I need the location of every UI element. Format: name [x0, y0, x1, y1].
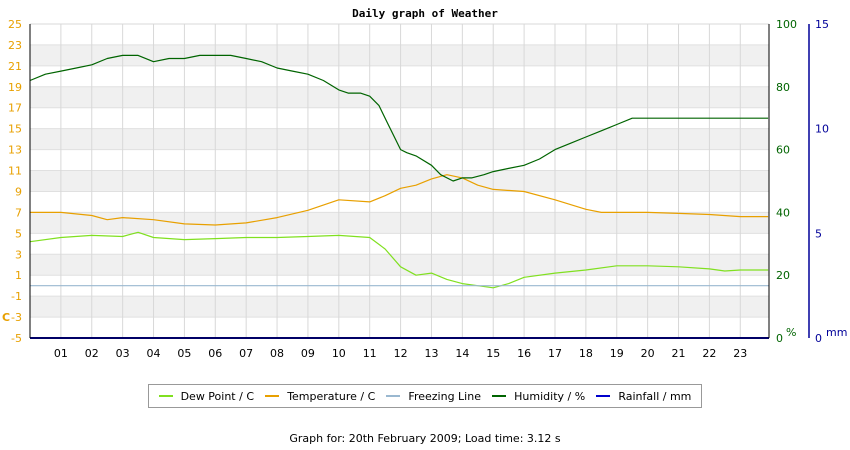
series-line-humidity: [29, 54, 769, 182]
series-line-temperature-c: [30, 174, 769, 226]
x-tick-label: 18: [579, 347, 593, 360]
y-tick-label-left: -1: [11, 290, 22, 303]
x-tick-label: 12: [394, 347, 408, 360]
y-tick-label-humidity: 40: [776, 206, 790, 219]
plot-band: [30, 86, 769, 108]
x-tick-label: 13: [424, 347, 438, 360]
x-tick-label: 15: [486, 347, 500, 360]
y-tick-label-left: 15: [8, 123, 22, 136]
x-tick-label: 04: [147, 347, 161, 360]
y-tick-label-humidity: 0: [776, 332, 783, 345]
weather-chart: Daily graph of Weather 01 02 03 04 05 06 07 08 0…: [2, 7, 847, 360]
y-tick-label-left: 25: [8, 18, 22, 31]
y-tick-label-left: 21: [8, 60, 22, 73]
y-tick-label-humidity: 100: [776, 18, 797, 31]
x-tick-label: 03: [116, 347, 130, 360]
axis-labels: 01 02 03 04 05 06 07 08 09 10 11 12 13 14 15 16 17 18 19 20…: [2, 18, 847, 360]
x-tick-label: 20: [641, 347, 655, 360]
y-tick-label-left: -5: [11, 332, 22, 345]
legend-swatch: [158, 395, 173, 397]
left-axis-unit: C: [2, 311, 10, 324]
footer-info: Graph for: 20th February 2009; Load time…: [289, 432, 561, 445]
legend-swatch: [492, 395, 507, 397]
legend-entry: Freezing Line: [386, 390, 481, 403]
plot-band: [30, 44, 769, 66]
legend-entry: Humidity / %: [492, 390, 585, 403]
y-tick-label-humidity: 60: [776, 144, 790, 157]
legend-label: Dew Point / C: [180, 389, 255, 403]
x-tick-label: 23: [733, 347, 747, 360]
series-line-dew-point-c: [29, 231, 769, 289]
chart-title: Daily graph of Weather: [352, 7, 498, 20]
x-tick-label: 22: [702, 347, 716, 360]
legend-swatch: [596, 395, 611, 397]
humidity-axis-unit: %: [786, 326, 796, 339]
y-tick-label-left: 9: [15, 185, 22, 198]
plot-band: [30, 170, 769, 192]
legend-entry: Temperature / C: [265, 390, 375, 403]
y-tick-label-rainfall: 0: [815, 332, 822, 345]
axes: [29, 24, 810, 339]
x-tick-label: 06: [208, 347, 222, 360]
y-tick-label-left: -3: [11, 311, 22, 324]
plot-band: [30, 212, 769, 234]
y-tick-label-rainfall: 15: [815, 18, 829, 31]
x-tick-label: 01: [54, 347, 68, 360]
x-tick-label: 10: [332, 347, 346, 360]
y-tick-label-humidity: 20: [776, 269, 790, 282]
y-tick-label-left: 1: [15, 269, 22, 282]
x-tick-label: 08: [270, 347, 284, 360]
x-tick-label: 14: [455, 347, 469, 360]
legend: Dew Point / C Temperature / C Freezing Lin…: [148, 384, 702, 408]
x-tick-label: 07: [239, 347, 253, 360]
legend-entry: Dew Point / C: [158, 389, 255, 403]
y-tick-label-left: 23: [8, 39, 22, 52]
plot-bands: [30, 44, 769, 318]
y-tick-label-rainfall: 10: [815, 123, 829, 136]
x-tick-label: 11: [363, 347, 377, 360]
legend-label: Freezing Line: [408, 389, 481, 403]
y-tick-label-left: 11: [8, 165, 22, 178]
legend-swatch: [386, 395, 401, 397]
rainfall-axis-unit: mm: [826, 326, 847, 339]
legend-label: Temperature / C: [287, 389, 376, 403]
y-tick-label-left: 5: [15, 227, 22, 240]
x-tick-label: 17: [548, 347, 562, 360]
x-tick-label: 21: [672, 347, 686, 360]
legend-entry: Rainfall / mm: [596, 390, 691, 403]
y-tick-label-left: 19: [8, 81, 22, 94]
x-tick-label: 05: [177, 347, 191, 360]
y-tick-label-left: 3: [15, 248, 22, 261]
x-tick-label: 19: [610, 347, 624, 360]
legend-swatch: [265, 395, 280, 397]
x-tick-label: 09: [301, 347, 315, 360]
x-tick-label: 02: [85, 347, 99, 360]
y-tick-label-left: 17: [8, 102, 22, 115]
x-tick-label: 16: [517, 347, 531, 360]
legend-label: Rainfall / mm: [618, 389, 692, 403]
y-tick-label-left: 7: [15, 206, 22, 219]
y-tick-label-rainfall: 5: [815, 227, 822, 240]
y-tick-label-left: 13: [8, 144, 22, 157]
plot-band: [30, 296, 769, 318]
plot-band: [30, 128, 769, 150]
legend-label: Humidity / %: [514, 389, 586, 403]
y-tick-label-humidity: 80: [776, 81, 790, 94]
